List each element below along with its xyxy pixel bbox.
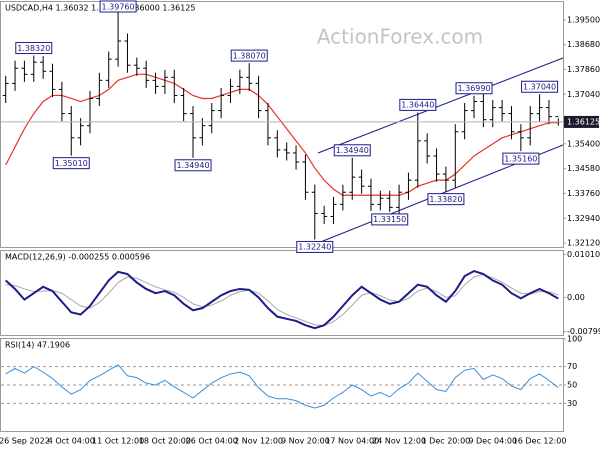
y-tick-label: 50 xyxy=(567,381,577,390)
y-tick-label: 1.35400 xyxy=(567,139,600,148)
price-annotation xyxy=(333,144,371,157)
x-tick-label: 18 Oct 20:00 xyxy=(139,437,191,446)
price-annotation-label: 1.35010 xyxy=(55,159,88,168)
y-tick-label: 1.37860 xyxy=(567,65,600,74)
price-annotation-label: 1.36990 xyxy=(457,84,490,93)
y-tick-label: 1.39500 xyxy=(567,15,600,24)
price-annotation xyxy=(174,159,212,172)
y-tick-label: 1.38680 xyxy=(567,40,600,49)
rsi-title: RSI(14) 47.1906 xyxy=(5,341,70,350)
price-annotation xyxy=(502,152,540,165)
indicator-line xyxy=(5,273,559,327)
x-tick-label: 9 Nov 20:00 xyxy=(281,437,330,446)
y-tick-label: 1.33760 xyxy=(567,189,600,198)
y-tick-label: 1.32120 xyxy=(567,239,600,248)
price-annotation-label: 1.34940 xyxy=(176,161,209,170)
price-annotation xyxy=(230,49,268,62)
x-tick-label: 1 Dec 20:00 xyxy=(422,437,471,446)
y-tick-label: -0.007998 xyxy=(567,327,600,336)
price-annotation xyxy=(52,157,90,170)
y-tick-label: 70 xyxy=(567,362,577,371)
price-annotation-label: 1.34940 xyxy=(336,146,369,155)
price-annotation xyxy=(427,193,465,206)
watermark: ActionForex.com xyxy=(317,25,483,49)
price-annotation-label: 1.36440 xyxy=(401,101,434,110)
price-annotation-label: 1.33820 xyxy=(429,195,462,204)
x-tick-label: 26 Sep 2022 xyxy=(0,437,50,446)
current-price-box xyxy=(564,115,599,128)
price-annotation-label: 1.33150 xyxy=(373,215,406,224)
indicator-line xyxy=(5,269,559,330)
y-tick-label: 0.00 xyxy=(567,293,585,302)
y-tick-label: 1.37040 xyxy=(567,90,600,99)
y-tick-label: 1.34580 xyxy=(567,164,600,173)
price-annotation-label: 1.39760 xyxy=(102,2,135,11)
price-annotation xyxy=(99,0,137,13)
moving-average xyxy=(5,73,559,196)
price-annotation xyxy=(399,98,437,111)
price-annotation xyxy=(296,240,334,253)
price-annotation-label: 1.38070 xyxy=(233,51,266,60)
x-tick-label: 11 Oct 12:00 xyxy=(92,437,144,446)
x-tick-label: 9 Dec 04:00 xyxy=(468,437,517,446)
macd-title: MACD(12,26,9) -0.000255 0.000596 xyxy=(5,253,150,262)
price-annotation-label: 1.32240 xyxy=(298,243,331,252)
price-annotation-label: 1.37040 xyxy=(523,83,556,92)
indicator-line xyxy=(5,364,559,409)
current-price-label: 1.36125 xyxy=(567,117,600,126)
x-tick-label: 2 Nov 12:00 xyxy=(234,437,283,446)
price-annotation-label: 1.38320 xyxy=(17,44,50,53)
x-tick-label: 24 Nov 12:00 xyxy=(372,437,426,446)
price-annotation xyxy=(15,42,53,55)
channel-upper xyxy=(317,57,564,154)
y-tick-label: 0.010103 xyxy=(567,250,600,259)
price-annotation-label: 1.35160 xyxy=(504,154,537,163)
macd-panel xyxy=(0,250,564,336)
price-annotation xyxy=(371,213,409,226)
y-tick-label: 30 xyxy=(567,399,577,408)
price-annotation xyxy=(455,82,493,95)
x-tick-label: 16 Dec 12:00 xyxy=(513,437,567,446)
price-annotation xyxy=(521,80,559,93)
x-tick-label: 26 Oct 04:00 xyxy=(186,437,238,446)
price-panel xyxy=(0,1,564,248)
x-tick-label: 17 Nov 04:00 xyxy=(325,437,379,446)
y-tick-label: 1.32940 xyxy=(567,214,600,223)
x-tick-label: 4 Oct 04:00 xyxy=(48,437,95,446)
y-tick-label: 100 xyxy=(567,335,582,344)
